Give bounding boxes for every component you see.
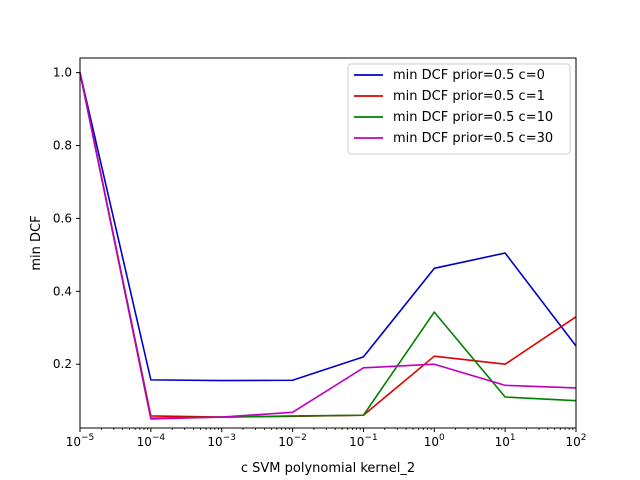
y-tick-label: 0.6: [53, 211, 72, 225]
legend-label-1: min DCF prior=0.5 c=1: [393, 89, 545, 104]
x-tick-label: 10−2: [278, 433, 307, 449]
legend: min DCF prior=0.5 c=0 min DCF prior=0.5 c…: [347, 63, 571, 155]
legend-label-3: min DCF prior=0.5 c=30: [393, 131, 553, 146]
x-tick-label: 10−1: [349, 433, 378, 449]
ticks-layer: 10−5 10−4 10−3 10−2 10−1 100 101 102 0.2 0.4 0.6 0.…: [53, 66, 587, 449]
legend-box: [347, 63, 571, 155]
x-axis-label: c SVM polynomial kernel_2: [241, 461, 415, 476]
x-tick-label: 10−5: [66, 433, 95, 449]
x-tick-label: 100: [424, 433, 445, 449]
plot-frame: [79, 57, 577, 429]
y-axis-label: min DCF: [29, 215, 44, 270]
y-tick-label: 0.2: [53, 357, 72, 371]
series-line-0: [79, 72, 577, 382]
y-tick-label: 0.8: [53, 138, 72, 152]
x-tick-label: 102: [565, 433, 586, 449]
x-tick-label: 101: [495, 433, 516, 449]
series-line-3: [79, 72, 577, 420]
y-tick-label: 0.4: [53, 284, 72, 298]
legend-label-2: min DCF prior=0.5 c=10: [393, 110, 553, 125]
legend-label-0: min DCF prior=0.5 c=0: [393, 68, 545, 83]
series-layer: [79, 72, 577, 420]
y-tick-label: 1.0: [53, 66, 72, 80]
x-tick-label: 10−4: [137, 433, 166, 449]
x-tick-label: 10−3: [207, 433, 236, 449]
